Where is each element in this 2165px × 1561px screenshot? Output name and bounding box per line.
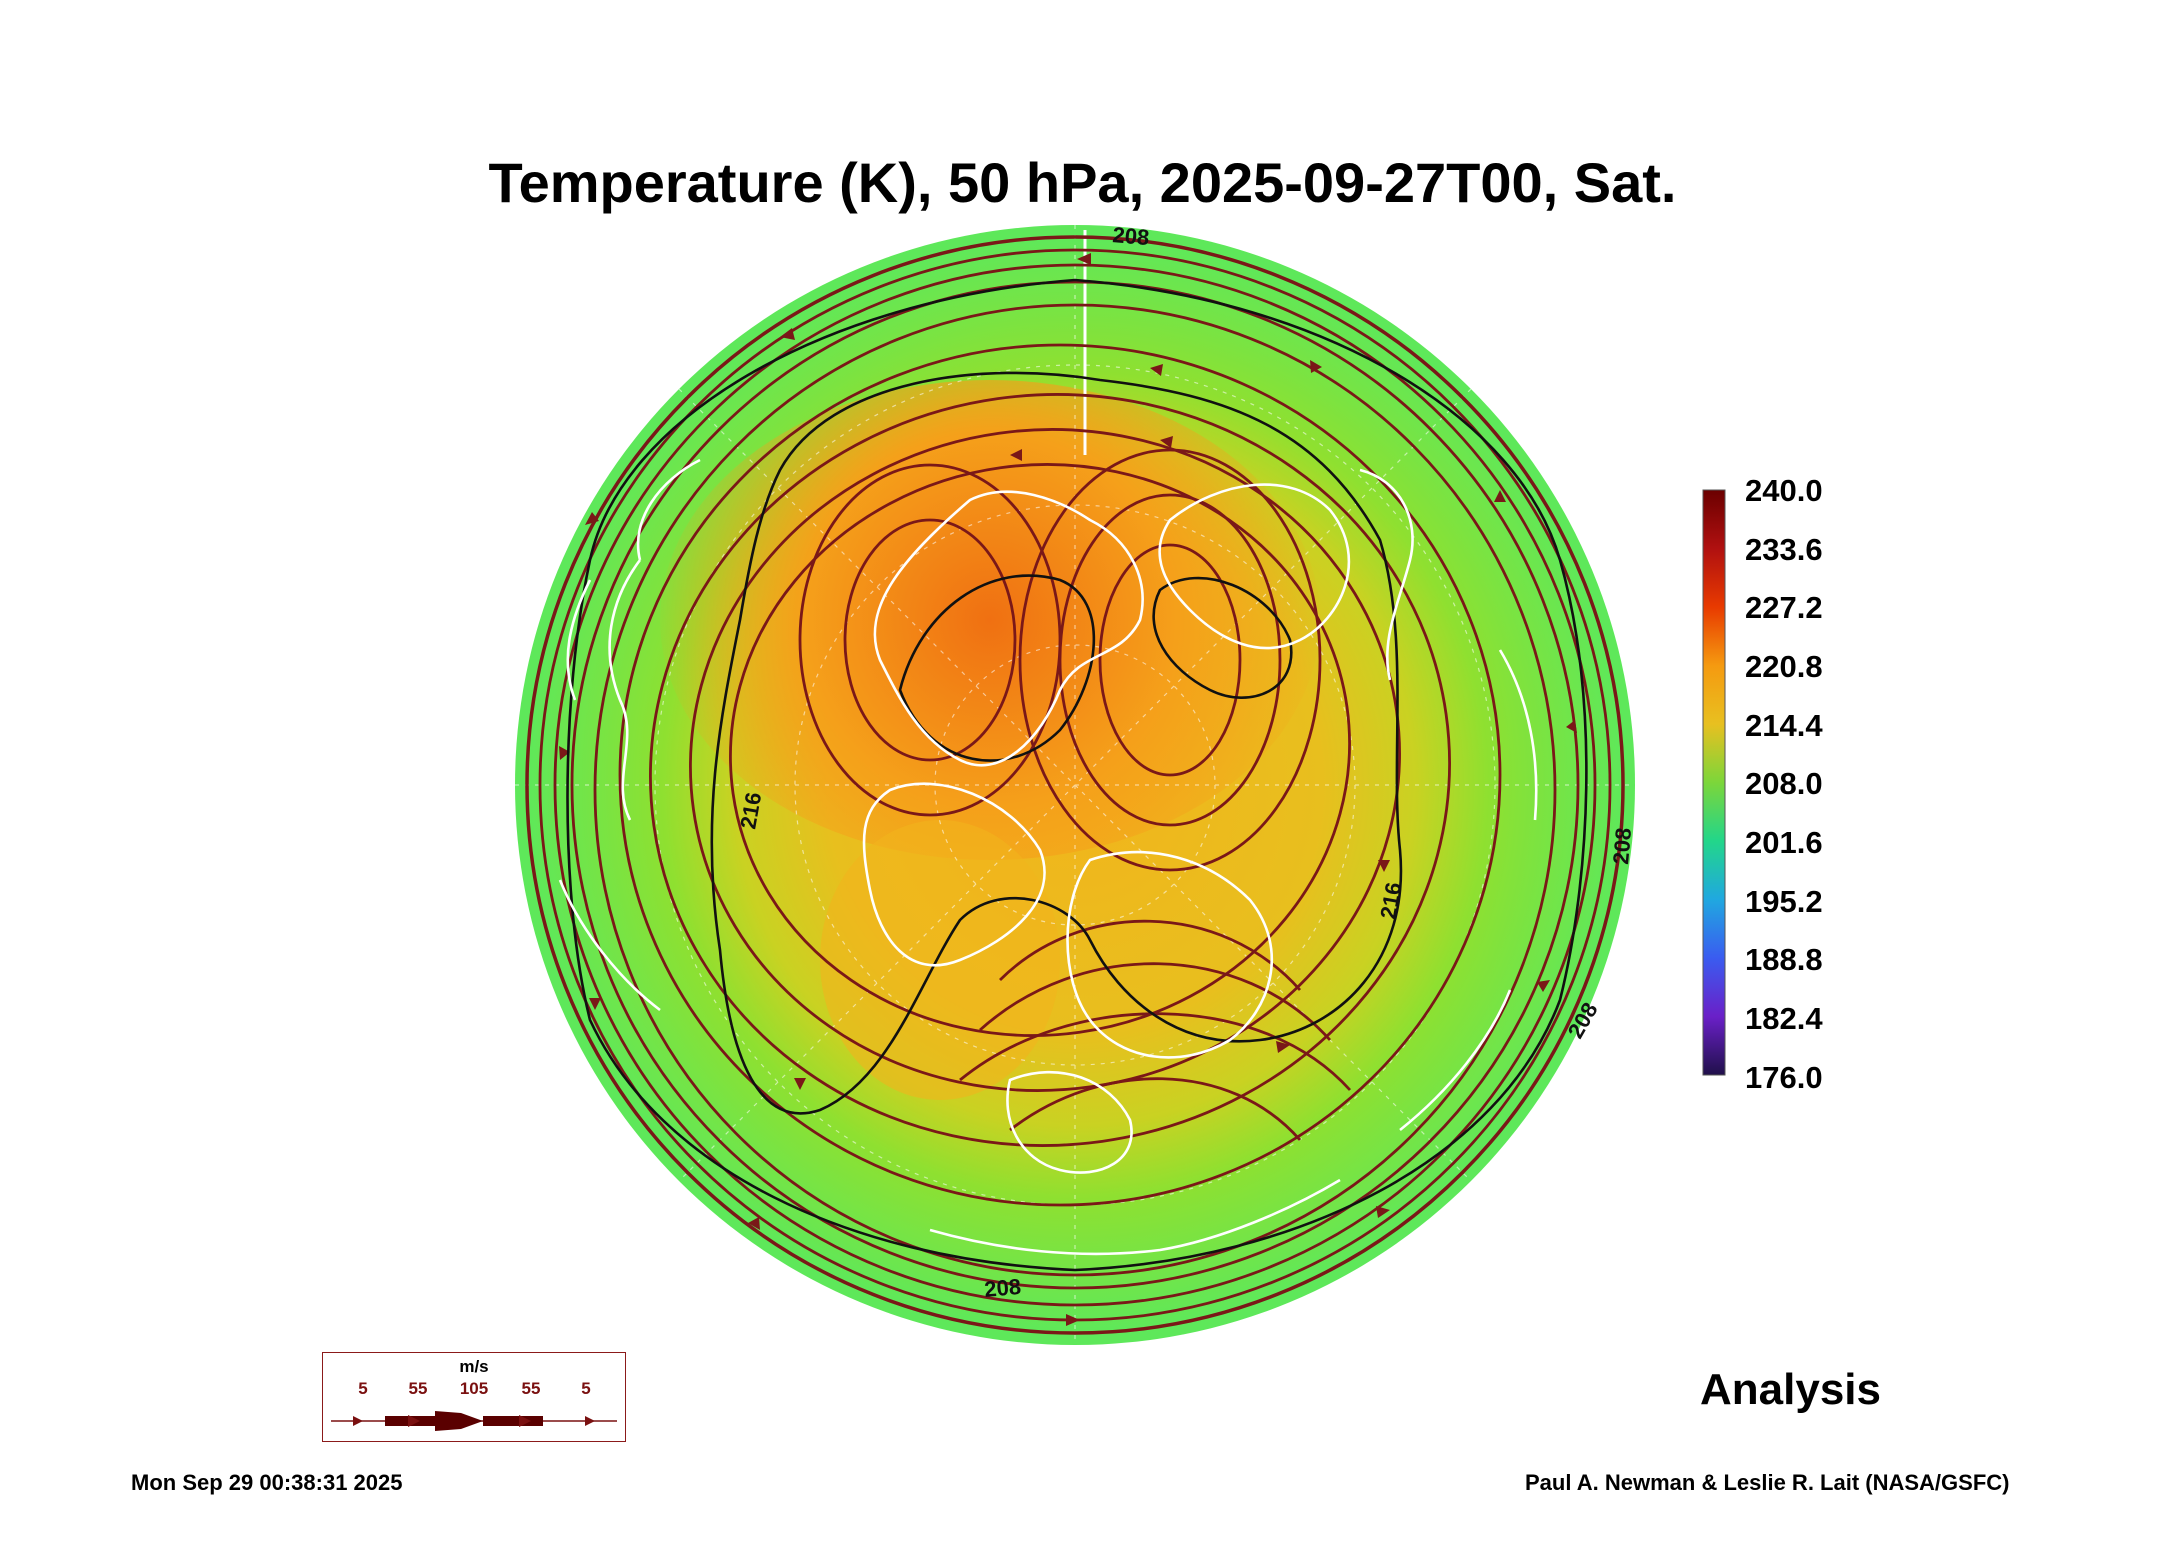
wind-speed-legend: m/s 5 55 105 55 5 [322, 1352, 626, 1442]
colorbar-label: 220.8 [1745, 649, 1823, 684]
colorbar-label: 240.0 [1745, 473, 1823, 508]
legend-value: 105 [459, 1379, 489, 1398]
coastlines [558, 458, 1538, 1256]
analysis-label: Analysis [1700, 1365, 1881, 1414]
legend-value: 55 [521, 1379, 541, 1398]
wind-streamlines [525, 235, 1625, 1335]
page-title: Temperature (K), 50 hPa, 2025-09-27T00, … [488, 151, 1677, 214]
legend-value: 5 [581, 1379, 591, 1398]
colorbar-label: 214.4 [1745, 708, 1823, 743]
contour-label-208-bottom: 208 [983, 1274, 1022, 1302]
legend-value: 55 [408, 1379, 428, 1398]
colorbar-label: 176.0 [1745, 1060, 1823, 1095]
credit-line: Paul A. Newman & Leslie R. Lait (NASA/GS… [1525, 1470, 2010, 1495]
legend-unit: m/s [459, 1357, 489, 1376]
contour-label-208-top: 208 [1112, 222, 1151, 250]
streamline-arrows [559, 253, 1577, 1326]
colorbar [1702, 489, 1726, 1076]
legend-value: 5 [358, 1379, 368, 1398]
graticule [515, 225, 1635, 1345]
timestamp: Mon Sep 29 00:38:31 2025 [131, 1470, 403, 1495]
colorbar-label: 201.6 [1745, 825, 1823, 860]
colorbar-label: 188.8 [1745, 942, 1823, 977]
legend-arrow-scale [331, 1411, 617, 1431]
colorbar-label: 208.0 [1745, 766, 1823, 801]
colorbar-label: 182.4 [1745, 1001, 1823, 1036]
colorbar-label: 233.6 [1745, 532, 1823, 567]
contour-label-208-right: 208 [1608, 827, 1636, 866]
colorbar-label: 195.2 [1745, 884, 1823, 919]
colorbar-label: 227.2 [1745, 590, 1823, 625]
temperature-contours [566, 278, 1588, 1272]
